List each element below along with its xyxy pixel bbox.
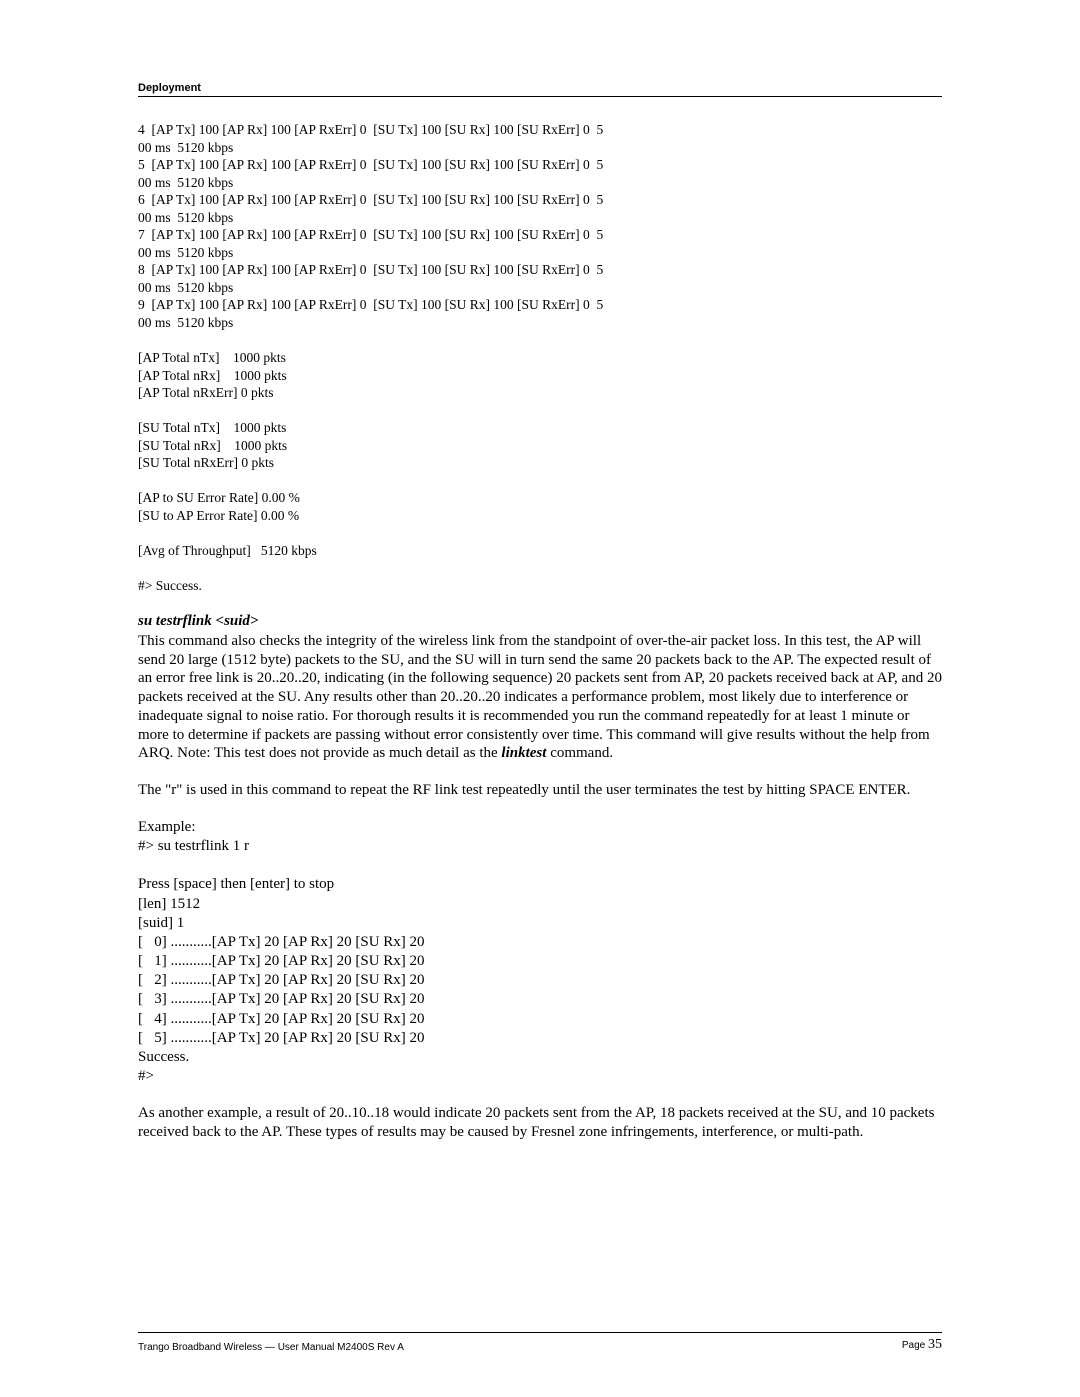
para1-em: linktest <box>501 745 546 761</box>
paragraph-1: This command also checks the integrity o… <box>138 632 942 763</box>
header-title: Deployment <box>138 82 201 94</box>
footer-right: Page 35 <box>902 1337 942 1353</box>
footer-left: Trango Broadband Wireless — User Manual … <box>138 1342 404 1353</box>
example-block: Example: #> su testrflink 1 r Press [spa… <box>138 818 942 1087</box>
page-footer: Trango Broadband Wireless — User Manual … <box>138 1332 942 1353</box>
terminal-output: 4 [AP Tx] 100 [AP Rx] 100 [AP RxErr] 0 [… <box>138 121 942 595</box>
para1-text-a: This command also checks the integrity o… <box>138 633 942 762</box>
section-heading: su testrflink <suid> <box>138 613 942 630</box>
paragraph-2: The "r" is used in this command to repea… <box>138 781 942 800</box>
page-number: 35 <box>928 1337 942 1352</box>
page-header: Deployment <box>138 82 942 97</box>
page-label: Page <box>902 1340 928 1351</box>
para1-text-b: command. <box>546 745 613 761</box>
paragraph-3: As another example, a result of 20..10..… <box>138 1104 942 1142</box>
